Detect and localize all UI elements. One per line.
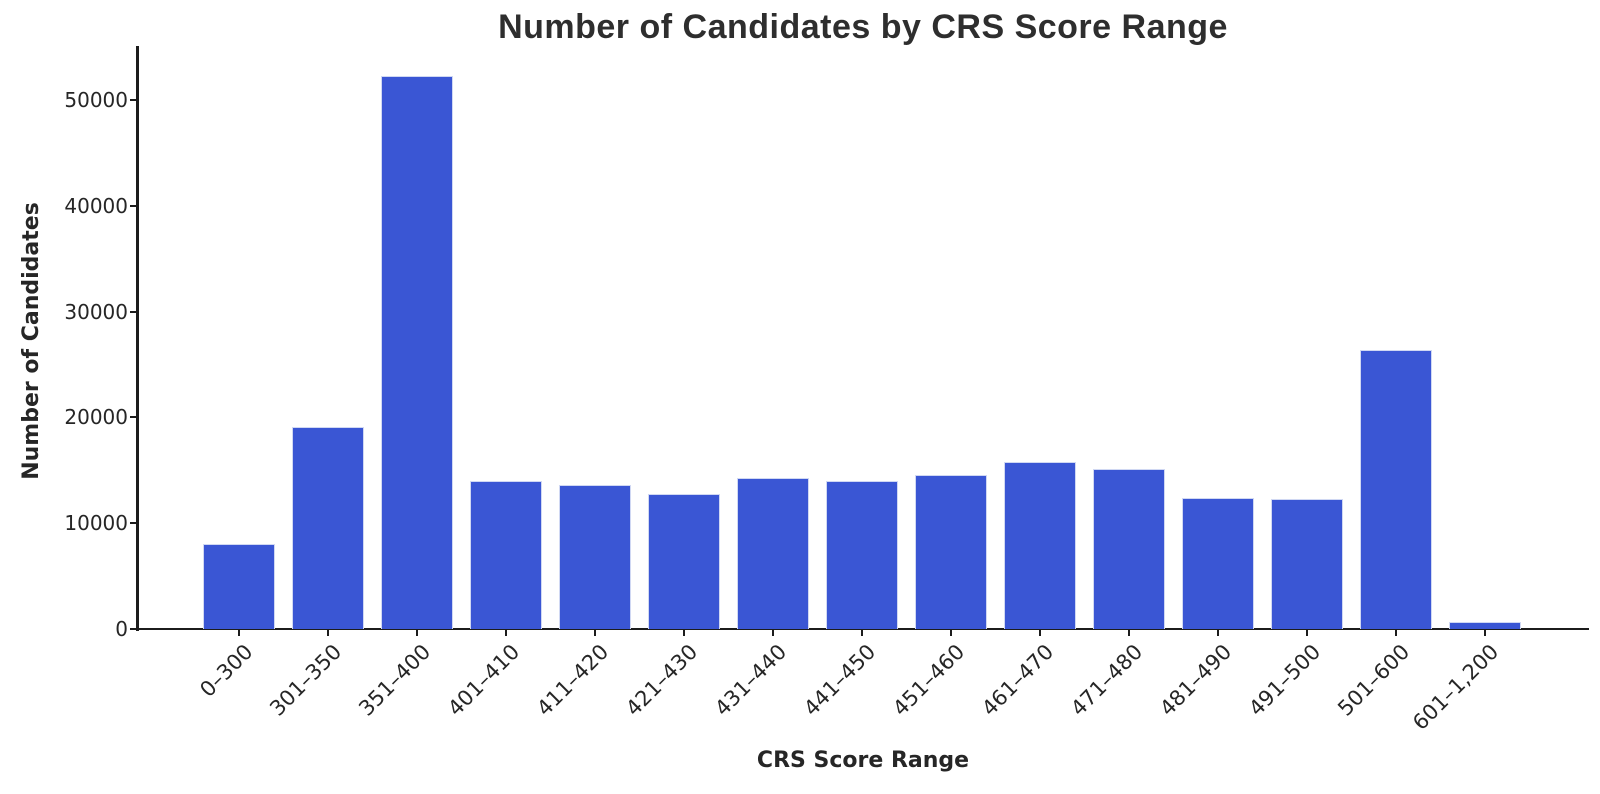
x-axis-tick-label: 441–450 bbox=[799, 639, 881, 721]
x-axis-tick bbox=[593, 629, 596, 636]
x-axis-tick-label: 451–460 bbox=[888, 639, 970, 721]
y-axis-tick bbox=[130, 310, 137, 313]
bar-471–480 bbox=[1092, 469, 1165, 629]
bar-0–300 bbox=[202, 544, 275, 629]
x-axis-tick-label: 401–410 bbox=[443, 639, 525, 721]
x-axis-tick bbox=[1394, 629, 1397, 636]
x-axis-tick bbox=[682, 629, 685, 636]
y-axis-tick-label: 0 bbox=[115, 617, 128, 641]
bar-601–1,200 bbox=[1448, 621, 1521, 629]
bar-301–350 bbox=[291, 426, 364, 629]
x-axis-tick-label: 0–300 bbox=[195, 639, 258, 702]
x-axis-tick bbox=[1127, 629, 1130, 636]
x-axis-tick bbox=[326, 629, 329, 636]
x-axis-tick bbox=[771, 629, 774, 636]
y-axis-line bbox=[136, 46, 139, 631]
x-axis-tick bbox=[1216, 629, 1219, 636]
x-axis-tick-label: 491–500 bbox=[1244, 639, 1326, 721]
bar-431–440 bbox=[736, 477, 809, 629]
y-axis-tick-label: 30000 bbox=[64, 299, 128, 324]
y-axis-tick bbox=[130, 522, 137, 525]
x-axis-tick-label: 461–470 bbox=[977, 639, 1059, 721]
bar-421–430 bbox=[647, 493, 720, 629]
x-axis-title: CRS Score Range bbox=[756, 748, 970, 773]
x-axis-tick-label: 421–430 bbox=[621, 639, 703, 721]
x-axis-tick-label: 431–440 bbox=[710, 639, 792, 721]
x-axis-tick bbox=[1483, 629, 1486, 636]
bar-401–410 bbox=[469, 480, 542, 629]
x-axis-tick bbox=[237, 629, 240, 636]
y-axis-tick-label: 40000 bbox=[64, 193, 128, 218]
y-axis-tick bbox=[130, 627, 137, 631]
y-axis-tick-label: 50000 bbox=[64, 88, 128, 112]
y-axis-tick bbox=[130, 416, 137, 419]
chart-title: Number of Candidates by CRS Score Range bbox=[498, 8, 1228, 46]
x-axis-tick-label: 501–600 bbox=[1333, 639, 1415, 721]
x-axis-tick bbox=[415, 629, 418, 636]
bar-411–420 bbox=[558, 485, 631, 629]
x-axis-tick-label: 481–490 bbox=[1155, 639, 1237, 721]
x-axis-tick-label: 601–1,200 bbox=[1408, 639, 1504, 735]
bar-441–450 bbox=[825, 480, 898, 629]
x-axis-tick bbox=[504, 629, 507, 636]
x-axis-tick bbox=[1038, 629, 1041, 636]
bar-461–470 bbox=[1003, 461, 1076, 629]
x-axis-tick bbox=[860, 629, 863, 636]
y-axis-tick bbox=[130, 204, 137, 207]
x-axis-tick bbox=[1305, 629, 1308, 636]
x-axis-tick-label: 411–420 bbox=[532, 639, 614, 721]
y-axis-tick-label: 10000 bbox=[64, 511, 128, 536]
bar-351–400 bbox=[380, 75, 453, 629]
y-axis-tick bbox=[130, 98, 137, 102]
x-axis-tick bbox=[949, 629, 952, 636]
x-axis-tick-label: 351–400 bbox=[354, 639, 436, 721]
x-axis-tick-label: 471–480 bbox=[1066, 639, 1148, 721]
y-axis-tick-label: 20000 bbox=[64, 405, 128, 430]
x-axis-tick-label: 301–350 bbox=[265, 639, 347, 721]
bar-501–600 bbox=[1359, 349, 1432, 629]
bar-481–490 bbox=[1181, 497, 1254, 629]
bar-451–460 bbox=[914, 474, 987, 629]
bar-491–500 bbox=[1270, 498, 1343, 629]
